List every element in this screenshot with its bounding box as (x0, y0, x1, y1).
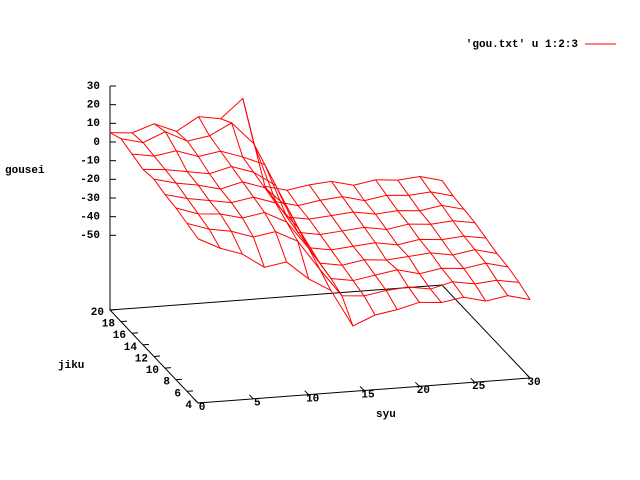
x-tick-label: 25 (472, 381, 486, 393)
mesh-column (286, 189, 376, 316)
z-tick-label: -50 (80, 230, 100, 242)
y-tick-label: 4 (185, 400, 192, 412)
y-axis-label: jiku (58, 360, 84, 372)
mesh-row (164, 194, 498, 266)
mesh-row (197, 238, 531, 327)
legend-label: 'gou.txt' u 1:2:3 (466, 39, 579, 51)
y-tick-label: 12 (135, 353, 148, 365)
z-tick-label: -20 (80, 174, 100, 186)
y-tick-label: 8 (163, 377, 170, 389)
mesh-column (375, 179, 465, 298)
x-tick-label: 0 (199, 402, 206, 414)
y-tick (109, 309, 117, 311)
x-tick (248, 394, 254, 400)
x-tick-label: 10 (306, 394, 319, 406)
mesh-column (397, 179, 487, 302)
base-plane (108, 284, 532, 404)
mesh-row (109, 97, 443, 191)
mesh-row (153, 178, 487, 251)
y-tick-label: 6 (174, 388, 181, 400)
x-tick-label: 5 (254, 398, 261, 410)
y-tick (120, 320, 128, 323)
y-tick-label: 20 (91, 307, 104, 319)
y-tick-label: 10 (146, 365, 159, 377)
x-tick (414, 381, 420, 387)
x-tick (525, 373, 531, 379)
x-tick (470, 377, 476, 383)
mesh-column (308, 184, 398, 310)
mesh-column (441, 180, 531, 300)
z-tick-label: 20 (87, 100, 100, 112)
mesh-row (131, 150, 465, 220)
y-tick (142, 343, 150, 346)
z-tick-label: 10 (87, 118, 100, 130)
y-tick-label: 14 (124, 342, 138, 354)
y-tick (175, 378, 183, 381)
x-tick (359, 386, 365, 391)
mesh-column (220, 118, 310, 280)
mesh-column (109, 132, 199, 240)
x-axis-label: syu (376, 409, 396, 421)
y-tick (153, 355, 161, 357)
mesh-column (353, 184, 442, 303)
mesh-row (175, 207, 509, 282)
mesh-column (176, 131, 265, 268)
z-tick-label: -30 (80, 193, 100, 205)
mesh-column (264, 186, 354, 327)
x-tick-label: 15 (361, 389, 375, 401)
mesh-column (198, 116, 288, 263)
mesh-row (142, 165, 476, 235)
mesh-column (153, 123, 243, 255)
x-tick (304, 390, 310, 396)
y-tick-label: 16 (113, 330, 126, 342)
y-tick (164, 367, 172, 369)
mesh-row (120, 122, 454, 207)
z-tick-label: -40 (80, 212, 100, 224)
mesh-column (330, 181, 420, 303)
y-tick-label: 18 (102, 319, 116, 331)
z-axis-label: gousei (5, 165, 45, 177)
mesh-column (131, 132, 221, 249)
z-tick-label: 0 (93, 137, 100, 149)
mesh-column (242, 98, 332, 291)
z-tick-label: -10 (80, 156, 100, 168)
x-tick (193, 398, 199, 404)
mesh-row (186, 222, 520, 297)
y-tick (197, 402, 205, 404)
z-tick-label: 30 (87, 81, 100, 93)
mesh-column (419, 176, 509, 296)
x-tick-label: 20 (417, 385, 430, 397)
y-tick (186, 390, 194, 392)
y-tick (131, 332, 139, 334)
x-tick-label: 30 (527, 377, 540, 389)
